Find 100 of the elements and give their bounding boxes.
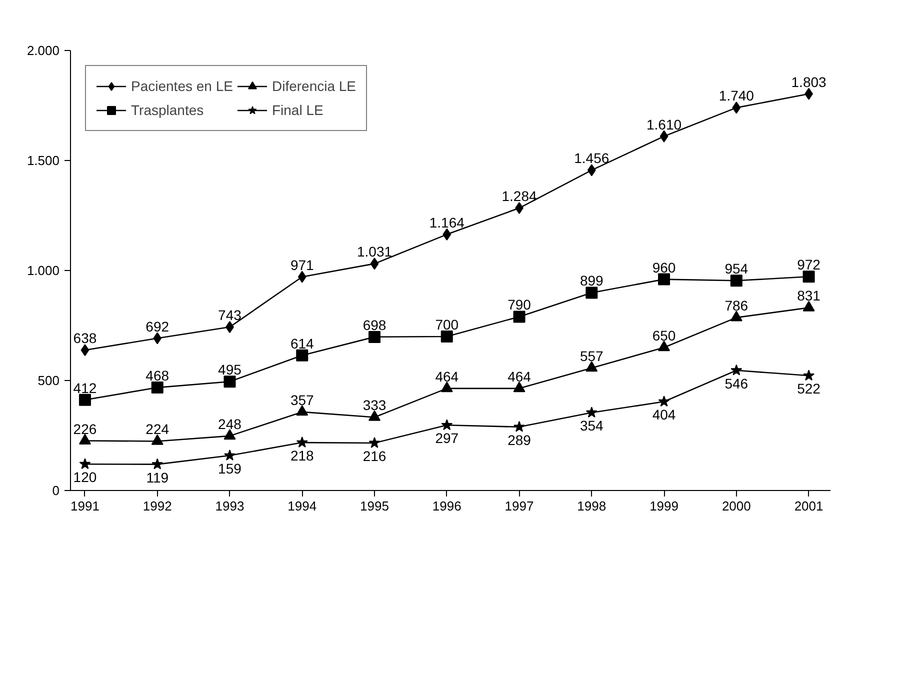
data-label: 464: [508, 368, 532, 384]
data-label: 650: [652, 328, 676, 344]
y-tick-label: 2.000: [26, 43, 60, 58]
x-tick-label: 1996: [432, 498, 462, 514]
data-label: 354: [580, 418, 604, 434]
data-label: 638: [73, 330, 97, 346]
data-label: 357: [290, 392, 314, 408]
point: [658, 273, 670, 286]
y-tick-label: 1.000: [26, 263, 60, 278]
data-label: 218: [290, 448, 314, 464]
point: [153, 332, 162, 344]
x-tick-label: 2001: [794, 498, 824, 514]
point: [730, 364, 742, 376]
x-tick-label: 1992: [142, 498, 172, 514]
point: [660, 130, 668, 142]
legend-label: Final LE: [272, 102, 324, 118]
x-tick-label: 1991: [70, 498, 100, 514]
data-label: 831: [797, 288, 821, 304]
data-label: 522: [797, 380, 821, 397]
point: [658, 340, 670, 352]
data-label: 224: [146, 421, 170, 438]
point: [441, 419, 453, 430]
point: [586, 286, 598, 299]
x-tick-label: 2000: [722, 498, 751, 514]
data-label: 557: [580, 348, 604, 364]
data-label: 899: [580, 272, 604, 289]
point: [78, 394, 91, 406]
legend-label: Trasplantes: [131, 102, 204, 118]
data-label: 1.031: [356, 244, 392, 260]
point: [296, 436, 308, 448]
point: [368, 410, 380, 421]
point: [802, 300, 815, 312]
data-label: 248: [218, 416, 242, 432]
data-label: 464: [435, 368, 459, 384]
point: [296, 349, 308, 362]
data-label: 1.284: [502, 188, 537, 204]
point: [151, 382, 164, 394]
data-label: 972: [797, 256, 821, 273]
data-label: 1.610: [646, 116, 682, 132]
data-label: 786: [724, 298, 748, 314]
point: [513, 382, 526, 392]
data-label: 614: [290, 335, 314, 352]
point: [514, 420, 525, 432]
data-label: 971: [290, 256, 314, 273]
data-label: 698: [362, 316, 386, 333]
point: [224, 429, 236, 440]
data-label: 216: [362, 448, 386, 464]
point: [78, 434, 91, 444]
point: [586, 361, 598, 372]
point: [440, 382, 453, 392]
point: [730, 274, 742, 287]
data-label: 297: [435, 430, 459, 446]
data-label: 1.803: [791, 74, 827, 90]
point: [370, 258, 379, 270]
data-label: 119: [146, 469, 169, 486]
point: [152, 458, 164, 470]
y-tick-label: 1.500: [26, 153, 60, 168]
point: [296, 405, 308, 416]
x-tick-label: 1998: [577, 498, 606, 514]
x-tick-label: 1994: [288, 498, 317, 514]
data-label: 333: [362, 397, 386, 414]
point: [440, 330, 453, 342]
data-label: 700: [435, 316, 459, 332]
point: [803, 370, 815, 381]
data-label: 743: [218, 307, 242, 324]
data-label: 1.456: [574, 150, 610, 166]
point: [368, 436, 380, 448]
point: [586, 406, 598, 418]
data-label: 1.740: [718, 88, 754, 104]
x-tick-label: 1993: [215, 498, 244, 514]
point: [151, 434, 164, 445]
point: [80, 344, 90, 356]
data-label: 960: [652, 259, 676, 276]
data-label: 1.164: [429, 214, 465, 230]
data-label: 120: [73, 469, 97, 486]
x-tick-label: 1995: [360, 498, 389, 514]
data-label: 495: [218, 362, 242, 378]
legend-label: Diferencia LE: [272, 78, 356, 94]
point: [802, 270, 815, 283]
point: [730, 310, 742, 322]
y-tick-label: 500: [38, 373, 60, 388]
x-tick-label: 1997: [504, 498, 534, 514]
point: [513, 310, 526, 323]
y-tick-label: 0: [52, 483, 60, 498]
data-label: 954: [724, 260, 748, 277]
point: [224, 450, 236, 460]
point: [732, 102, 741, 114]
data-label: 289: [508, 432, 532, 448]
point: [442, 228, 452, 240]
point: [79, 458, 91, 470]
data-label: 692: [146, 318, 170, 334]
data-label: 468: [146, 368, 170, 384]
x-tick-label: 1999: [650, 498, 678, 514]
legend-label: Pacientes en LE: [131, 78, 233, 94]
data-label: 790: [508, 296, 532, 313]
data-label: 226: [73, 420, 97, 437]
point: [224, 376, 236, 388]
data-label: 404: [652, 406, 676, 423]
data-label: 159: [218, 460, 242, 477]
point: [368, 330, 380, 343]
